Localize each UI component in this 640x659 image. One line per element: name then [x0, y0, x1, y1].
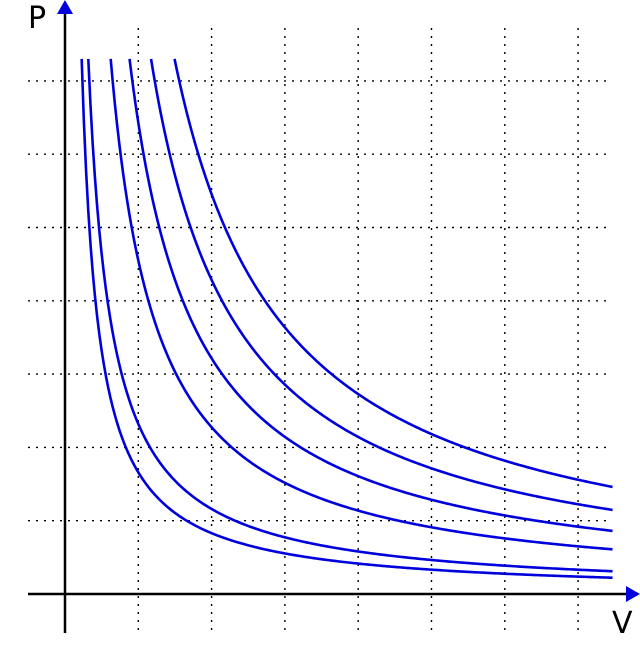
x-axis-label: V: [612, 606, 633, 641]
isotherm-curve-1: [80, 58, 613, 580]
x-axis-arrow: [626, 586, 640, 602]
grid: [28, 28, 610, 633]
axes: [28, 0, 640, 633]
isotherm-curves: [80, 58, 613, 580]
y-axis-label: P: [28, 1, 46, 36]
y-axis-arrow: [57, 0, 73, 14]
isotherm-curve-6: [173, 58, 613, 489]
isotherm-curve-3: [109, 58, 613, 551]
isotherm-curve-2: [87, 58, 613, 573]
isotherm-curve-4: [128, 58, 613, 533]
isotherm-curve-5: [149, 58, 613, 512]
